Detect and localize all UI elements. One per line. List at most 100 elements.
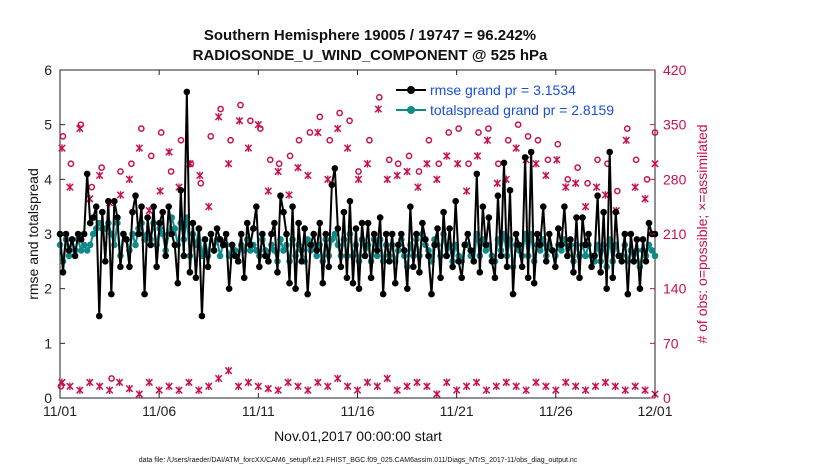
rmse-point — [322, 230, 330, 238]
rmse-point — [153, 263, 160, 271]
obs-assimilated-marker — [165, 382, 173, 391]
obs-assimilated-marker — [542, 382, 550, 391]
rmse-point — [533, 230, 541, 238]
obs-assimilated-marker — [492, 382, 501, 391]
rmse-point — [165, 203, 173, 210]
totalspread-point — [313, 252, 321, 260]
obs-assimilated-marker — [205, 382, 213, 391]
rmse-point — [240, 274, 248, 282]
obs-possible-marker — [128, 160, 135, 168]
obs-assimilated-marker — [214, 113, 223, 121]
obs-assimilated-marker — [196, 171, 204, 180]
rmse-point — [376, 214, 384, 221]
rmse-point — [349, 279, 357, 287]
rmse-point — [404, 285, 411, 292]
rmse-point — [382, 230, 390, 238]
rmse-point — [582, 241, 589, 249]
rmse-point — [274, 268, 281, 276]
obs-possible-marker — [266, 156, 274, 164]
rmse-point — [343, 274, 351, 282]
rmse-point — [195, 225, 203, 232]
y-right-tick-label: 210 — [663, 226, 687, 242]
rmse-point — [621, 230, 629, 238]
obs-assimilated-marker — [115, 378, 124, 387]
obs-possible-marker — [207, 133, 215, 140]
rmse-point — [95, 312, 103, 320]
rmse-point — [286, 279, 293, 287]
rmse-point — [156, 219, 163, 227]
obs-possible-marker — [197, 179, 205, 187]
rmse-point — [147, 241, 154, 249]
obs-possible-marker — [59, 133, 67, 140]
rmse-point — [521, 154, 529, 161]
rmse-point — [379, 290, 387, 298]
rmse-point — [549, 247, 556, 254]
rmse-point — [86, 219, 94, 227]
rmse-point — [319, 279, 327, 287]
rmse-point — [298, 258, 305, 265]
totalspread-point — [648, 247, 656, 254]
obs-possible-marker — [67, 160, 75, 168]
obs-possible-marker — [564, 175, 572, 183]
totalspread-point — [83, 247, 91, 254]
rmse-point — [594, 192, 601, 200]
obs-assimilated-marker — [601, 191, 610, 199]
rmse-point — [473, 170, 481, 178]
rmse-point — [539, 203, 547, 210]
chart-title: Southern Hemisphere 19005 / 19747 = 96.2… — [204, 27, 536, 44]
obs-possible-marker — [613, 187, 621, 195]
obs-assimilated-marker — [224, 159, 233, 168]
obs-possible-marker — [227, 136, 234, 144]
obs-possible-marker — [286, 152, 294, 160]
rmse-point — [83, 170, 91, 178]
rmse-point — [310, 230, 318, 238]
obs-assimilated-marker — [145, 378, 153, 387]
rmse-point — [231, 252, 239, 260]
obs-possible-marker — [177, 136, 185, 144]
x-tick-label: 11/11 — [242, 403, 275, 419]
rmse-point — [458, 274, 466, 282]
rmse-point — [183, 88, 191, 96]
rmse-point — [171, 241, 179, 249]
rmse-point — [228, 241, 236, 249]
obs-possible-marker — [167, 168, 175, 175]
rmse-point — [168, 230, 176, 238]
rmse-point — [645, 219, 653, 227]
rmse-point — [437, 274, 444, 282]
y-right-tick-label: 0 — [663, 390, 671, 406]
rmse-point — [198, 312, 206, 320]
rmse-point — [570, 268, 577, 276]
obs-assimilated-marker — [482, 386, 491, 394]
obs-assimilated-marker — [532, 159, 540, 168]
obs-possible-marker — [237, 101, 244, 109]
totalspread-point — [80, 241, 88, 249]
rmse-point — [346, 197, 354, 205]
rmse-point — [642, 258, 650, 265]
rmse-point — [542, 258, 550, 265]
obs-assimilated-marker — [462, 382, 471, 391]
rmse-point — [419, 219, 426, 227]
rmse-point — [135, 230, 142, 238]
rmse-point — [488, 258, 496, 265]
obs-assimilated-marker — [473, 152, 482, 160]
rmse-point — [307, 241, 314, 249]
totalspread-point — [558, 247, 565, 254]
obs-possible-marker — [306, 129, 314, 136]
obs-assimilated-marker — [433, 390, 441, 398]
obs-possible-marker — [475, 129, 482, 136]
rmse-point — [117, 263, 124, 271]
rmse-point — [201, 236, 209, 243]
obs-possible-marker — [534, 136, 542, 144]
obs-assimilated-marker — [58, 378, 66, 387]
rmse-point — [391, 279, 399, 287]
obs-assimilated-marker — [274, 386, 282, 394]
obs-assimilated-marker — [254, 120, 263, 129]
rmse-point — [397, 230, 405, 238]
rmse-point — [92, 203, 100, 210]
obs-possible-marker — [375, 93, 383, 101]
obs-assimilated-marker — [611, 382, 620, 391]
rmse-point — [573, 214, 580, 221]
obs-possible-marker — [217, 105, 224, 113]
rmse-point — [407, 203, 414, 210]
